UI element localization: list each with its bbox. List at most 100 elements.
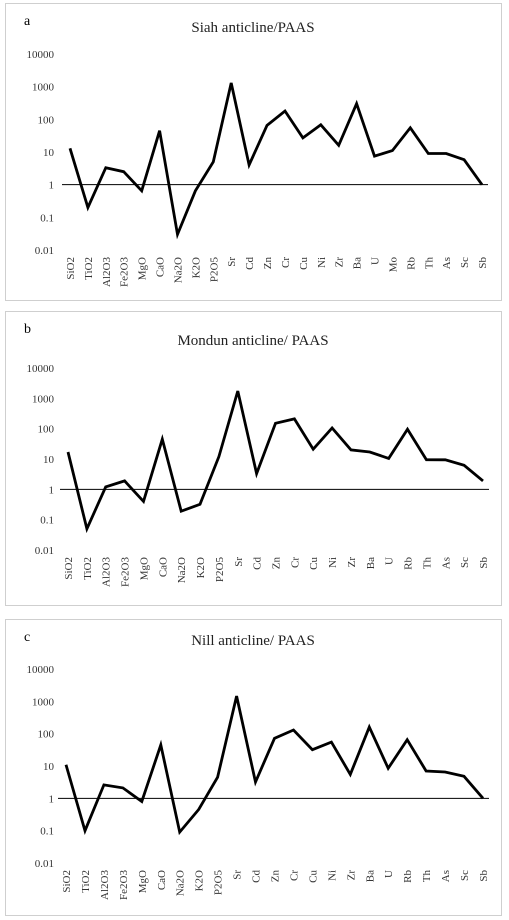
x-tick-label: As (440, 870, 452, 882)
chart-title: Siah anticline/PAAS (191, 20, 314, 36)
x-tick-label: Al2O3 (99, 870, 111, 900)
x-tick-label: Cd (252, 557, 264, 570)
series-line (66, 390, 484, 534)
x-tick-label: Cr (289, 557, 301, 568)
x-tick-label: Th (423, 257, 435, 270)
y-tick-label: 10 (43, 454, 55, 466)
x-tick-label: Sb (478, 557, 490, 569)
panel-letter: a (24, 14, 31, 29)
x-tick-label: Fe2O3 (118, 870, 130, 900)
y-tick-label: 10 (43, 147, 55, 159)
y-tick-label: 0.01 (35, 858, 54, 870)
x-tick-label: Cu (308, 557, 320, 570)
chart-svg-c: Nill anticline/ PAAS 10000 1000 100 10 1 0.1 0.… (27, 633, 491, 900)
x-tick-label: Cu (307, 870, 319, 883)
y-tick-label: 0.1 (40, 212, 54, 224)
series-line (68, 82, 484, 240)
x-tick-label: Rb (405, 257, 417, 270)
x-tick-label: Zn (262, 257, 274, 270)
x-tick-label: K2O (194, 870, 206, 891)
x-tick-label: Cr (280, 257, 292, 268)
x-tick-label: Na2O (172, 257, 184, 283)
chart-title: Mondun anticline/ PAAS (177, 333, 328, 349)
x-tick-label: Sr (226, 257, 238, 267)
y-tick-label: 0.01 (35, 545, 54, 557)
x-tick-label: Ni (326, 870, 338, 881)
x-tick-label: CaO (157, 557, 169, 577)
x-tick-label: Zr (346, 557, 358, 568)
x-tick-label: Al2O3 (101, 257, 113, 287)
y-tick-label: 100 (38, 729, 55, 741)
y-tick-label: 100 (38, 114, 55, 126)
x-tick-label: Sb (477, 257, 489, 269)
x-tick-label: TiO2 (83, 257, 95, 280)
x-tick-label: Sc (459, 870, 471, 881)
x-tick-label: Sc (459, 557, 471, 568)
x-tick-label: Fe2O3 (119, 257, 131, 287)
x-tick-label: Zr (345, 870, 357, 881)
x-tick-label: TiO2 (82, 557, 94, 580)
y-tick-label: 1000 (32, 393, 55, 405)
y-tick-label: 10000 (27, 49, 55, 61)
x-tick-label: Sb (478, 870, 490, 882)
x-tick-label: Cu (298, 257, 310, 270)
chart-panel-a: a Siah anticline/PAAS 10000 1000 100 10 1 0.1 0… (5, 3, 502, 301)
x-tick-label: U (370, 257, 382, 265)
y-tick-label: 0.1 (40, 515, 54, 527)
x-tick-label: P2O5 (214, 557, 226, 583)
x-tick-label: U (383, 870, 395, 878)
x-tick-label: Rb (402, 870, 414, 883)
y-tick-label: 0.01 (35, 245, 54, 257)
x-tick-label: MgO (137, 257, 149, 280)
y-tick-label: 1000 (32, 82, 55, 94)
x-tick-label: K2O (190, 257, 202, 278)
x-tick-label: Na2O (175, 870, 187, 896)
x-tick-label: Sc (459, 257, 471, 268)
x-tick-label: Ni (327, 557, 339, 568)
x-tick-label: P2O5 (213, 870, 225, 896)
x-tick-label: U (384, 557, 396, 565)
x-tick-label: Ba (352, 257, 364, 269)
series-line (64, 695, 485, 836)
x-tick-label: Al2O3 (101, 557, 113, 587)
chart-svg-a: Siah anticline/PAAS 10000 1000 100 10 1 0.1 0.0… (27, 20, 490, 287)
x-tick-label: MgO (138, 557, 150, 580)
x-tick-label: SiO2 (61, 870, 73, 893)
x-tick-label: Rb (403, 557, 415, 570)
x-tick-label: Sr (233, 557, 245, 567)
panel-letter: c (24, 630, 31, 645)
chart-panel-b: b Mondun anticline/ PAAS 10000 1000 100 10 1 0… (5, 311, 502, 606)
y-tick-label: 10000 (27, 664, 55, 676)
y-tick-label: 100 (38, 424, 55, 436)
x-tick-label: Zr (334, 257, 346, 268)
x-tick-label: Ba (365, 557, 377, 569)
y-tick-label: 10 (43, 761, 55, 773)
x-tick-label: Na2O (176, 557, 188, 583)
y-tick-label: 1000 (32, 696, 55, 708)
x-tick-label: Zn (270, 870, 282, 883)
panel-letter: b (24, 322, 31, 337)
x-tick-label: As (440, 557, 452, 569)
y-tick-label: 10000 (27, 363, 55, 375)
x-tick-label: Ni (316, 257, 328, 268)
x-tick-label: Cr (288, 870, 300, 881)
x-tick-label: MgO (137, 870, 149, 893)
x-tick-label: As (441, 257, 453, 269)
x-tick-label: CaO (156, 870, 168, 890)
x-tick-label: Mo (387, 257, 399, 273)
chart-title: Nill anticline/ PAAS (191, 633, 315, 649)
x-tick-label: Th (421, 557, 433, 570)
x-tick-label: CaO (155, 257, 167, 277)
y-tick-label: 0.1 (40, 826, 54, 838)
x-tick-label: Ba (364, 870, 376, 882)
y-tick-label: 1 (49, 484, 55, 496)
chart-svg-b: Mondun anticline/ PAAS 10000 1000 100 10 1 0.1… (27, 333, 491, 587)
x-tick-label: Sr (232, 870, 244, 880)
x-tick-label: SiO2 (63, 557, 75, 580)
y-tick-label: 1 (49, 793, 55, 805)
x-tick-label: K2O (195, 557, 207, 578)
x-tick-label: P2O5 (208, 257, 220, 283)
y-tick-label: 1 (49, 180, 55, 192)
x-tick-label: Fe2O3 (120, 557, 132, 587)
x-tick-label: SiO2 (65, 257, 77, 280)
